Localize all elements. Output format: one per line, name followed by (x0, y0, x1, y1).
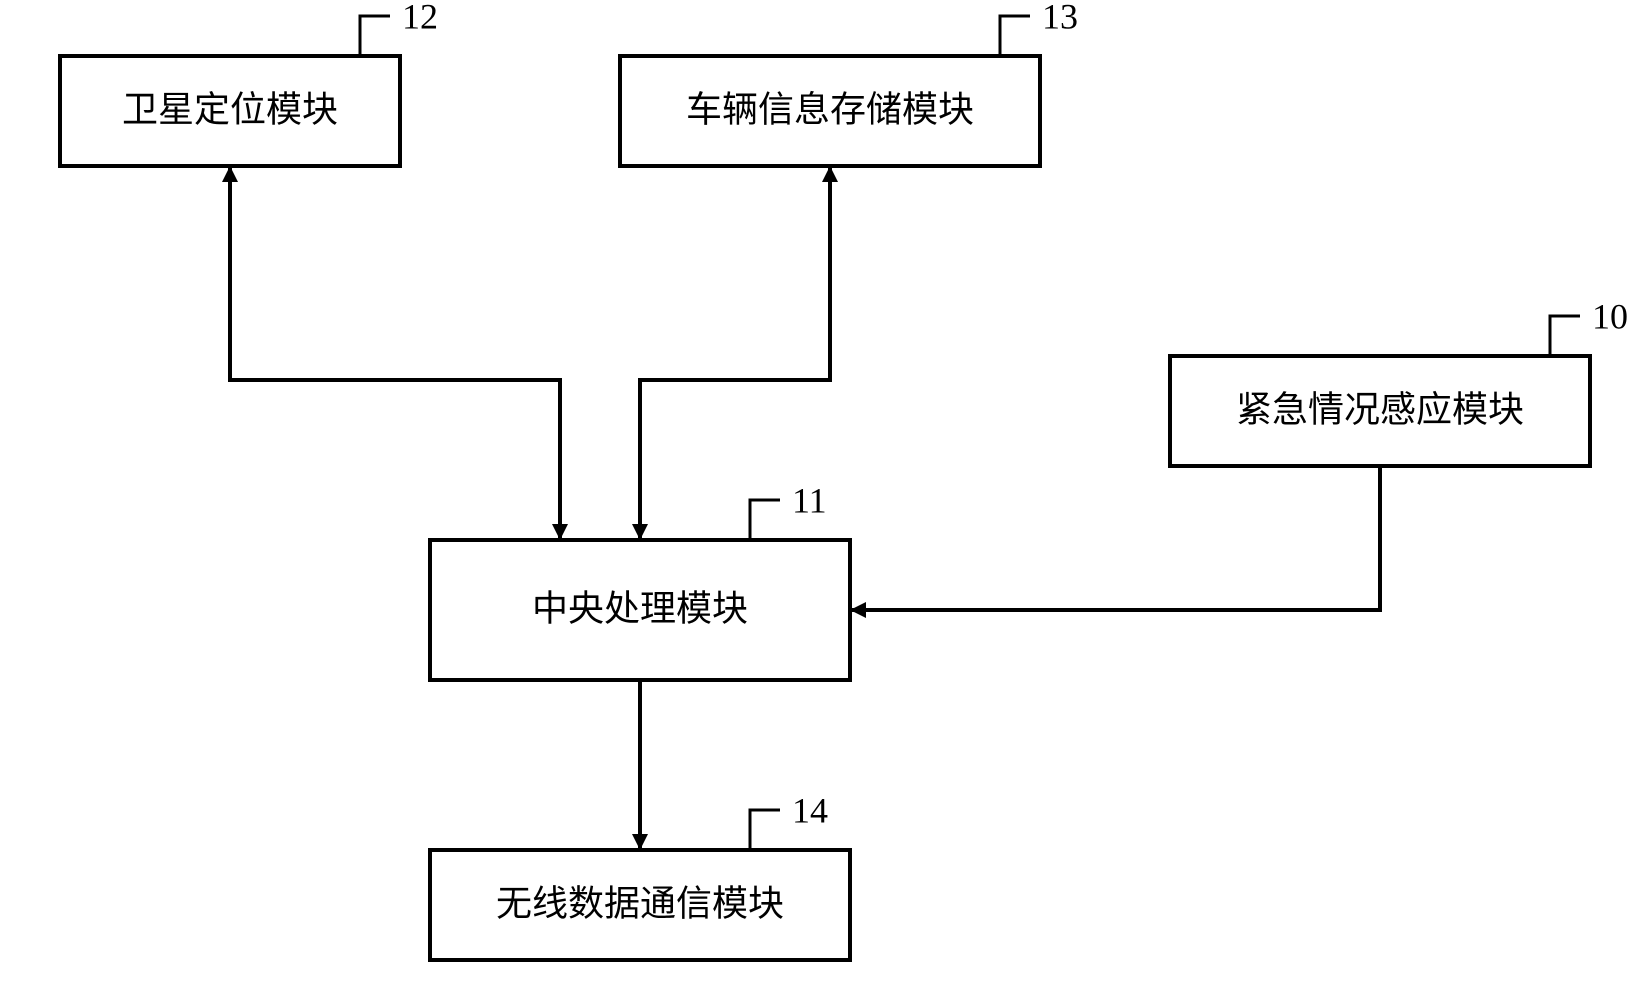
node-id: 12 (402, 0, 438, 36)
node-id: 11 (792, 480, 827, 520)
node-label: 无线数据通信模块 (496, 883, 784, 923)
node-label: 中央处理模块 (532, 588, 748, 628)
node-id: 13 (1042, 0, 1078, 36)
node-id: 10 (1592, 296, 1628, 336)
node-id: 14 (792, 790, 828, 830)
diagram-canvas: 12 卫星定位模块 13 车辆信息存储模块 10 紧急情况感应模块 11 中央处理模块 14 无线… (0, 0, 1641, 984)
node-label: 卫星定位模块 (122, 89, 338, 129)
node-label: 车辆信息存储模块 (686, 89, 974, 129)
node-label: 紧急情况感应模块 (1236, 389, 1524, 429)
